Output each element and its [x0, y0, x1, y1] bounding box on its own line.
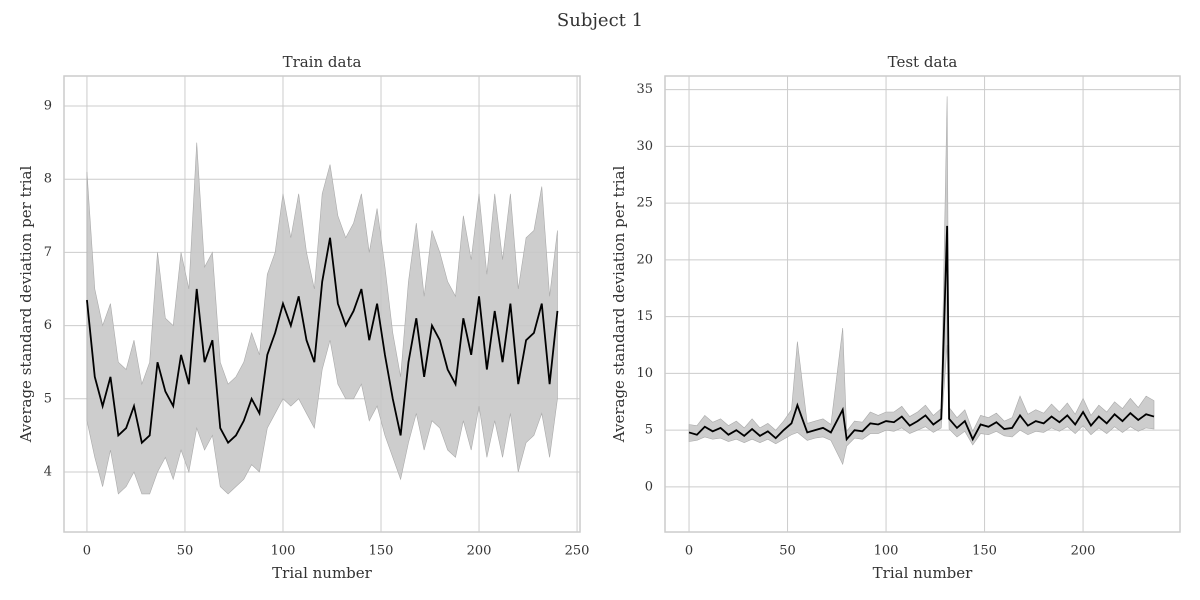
y-tick-label: 0 — [645, 479, 653, 494]
y-tick-label: 20 — [636, 252, 653, 267]
y-tick-label: 5 — [44, 391, 52, 406]
y-tick-label: 6 — [44, 318, 52, 333]
confidence-band — [86, 142, 558, 495]
figure-title: Subject 1 — [557, 10, 643, 31]
x-tick-label: 150 — [369, 544, 394, 559]
x-tick-label: 50 — [779, 544, 796, 559]
x-tick-label: 100 — [874, 544, 899, 559]
axes-title: Test data — [888, 53, 958, 71]
x-tick-label: 200 — [1071, 544, 1096, 559]
y-axis-label: Average standard deviation per trial — [17, 166, 35, 444]
y-tick-label: 8 — [44, 172, 52, 187]
x-tick-label: 0 — [83, 544, 91, 559]
y-tick-label: 5 — [645, 423, 653, 438]
mean-line — [86, 237, 559, 445]
x-tick-label: 0 — [685, 544, 693, 559]
y-tick-label: 35 — [636, 82, 653, 97]
y-tick-label: 25 — [636, 196, 653, 211]
y-tick-label: 10 — [636, 366, 653, 381]
y-tick-label: 15 — [636, 309, 653, 324]
x-tick-label: 50 — [177, 544, 194, 559]
y-tick-label: 30 — [636, 139, 653, 154]
mean-line — [688, 225, 1155, 442]
x-tick-label: 200 — [467, 544, 492, 559]
x-tick-label: 100 — [271, 544, 296, 559]
plot-area — [664, 75, 1181, 533]
x-tick-label: 250 — [565, 544, 590, 559]
x-axis-label: Trial number — [873, 564, 974, 582]
y-tick-label: 9 — [44, 99, 52, 114]
axes-title: Train data — [283, 53, 362, 71]
y-tick-label: 4 — [44, 464, 52, 479]
y-tick-label: 7 — [44, 245, 52, 260]
x-tick-label: 150 — [972, 544, 997, 559]
confidence-band — [688, 96, 1155, 466]
y-axis-label: Average standard deviation per trial — [610, 166, 628, 444]
x-axis-label: Trial number — [272, 564, 373, 582]
